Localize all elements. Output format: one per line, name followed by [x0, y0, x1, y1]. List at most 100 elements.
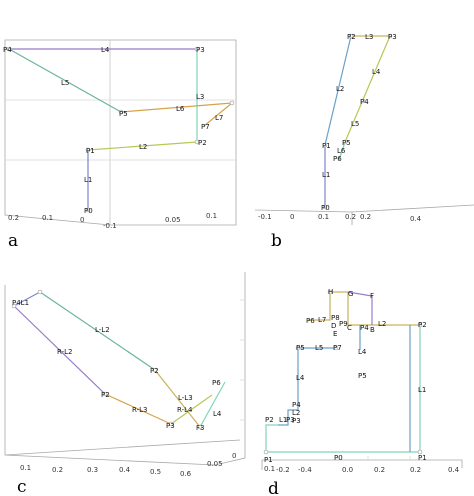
panel-d-segment-label: L1: [418, 386, 426, 394]
panel-a-tick: 0.05: [165, 216, 181, 224]
panel-b-node-marker: [360, 98, 366, 104]
panel-b-L4-line: [344, 35, 391, 143]
panel-d-node-label: P3: [286, 416, 295, 424]
panel-b-node-label: P6: [333, 155, 342, 163]
panel-b-node-label: P1: [322, 142, 331, 150]
panel-a-node-label: P5: [119, 110, 128, 118]
panel-c-node-marker: [37, 289, 43, 295]
panel-b-tick: 0.4: [410, 215, 422, 223]
panel-d-node-label: P5: [358, 372, 367, 380]
panel-c-tick: 0.2: [52, 466, 63, 474]
panel-d-top-box: [347, 291, 373, 325]
panel-c-tick: 0.05: [207, 460, 223, 468]
panel-a-tick: -0.1: [103, 222, 117, 230]
panel-c-right-cluster: P6: [212, 379, 221, 387]
panel-d-node-label: P2: [418, 321, 427, 329]
panel-c-top-cluster: P4L1: [12, 299, 29, 307]
panel-b-segment-label: L1: [322, 171, 330, 179]
panel-d-node-label: P1: [264, 456, 273, 464]
panel-a-node-label: P7: [201, 123, 210, 131]
panel-d-node-marker: [417, 449, 423, 455]
panel-a-node-label: P1: [86, 147, 95, 155]
panel-d-node-label: F: [370, 292, 374, 300]
panel-c-node-label: P2: [150, 367, 159, 375]
panel-c-grid: [240, 299, 245, 421]
panel-c-tick: 0.1: [20, 464, 31, 472]
panel-d-axis-frame: [261, 459, 463, 470]
panel-d-node-marker: [333, 345, 339, 351]
panel-d-node-label: E: [333, 330, 337, 338]
panel-a-node-label: P3: [196, 46, 205, 54]
panel-a-L2-line: [87, 141, 198, 151]
panel-d-tick: 0.2: [410, 466, 421, 474]
panel-a-node-marker: [229, 100, 235, 106]
panel-b-node-marker: [342, 139, 348, 145]
panel-a-node-marker: [194, 139, 200, 145]
panel-a-L5-line: [8, 48, 122, 113]
panel-a-node-marker: [85, 147, 91, 153]
panel-c-node-label: P2: [101, 391, 110, 399]
panel-a-segment-label: L5: [61, 79, 69, 87]
panel-b-node-label: P2: [347, 33, 356, 41]
panel-a-segment-label: L2: [139, 143, 147, 151]
panel-d-segment-label: L4: [358, 348, 367, 356]
panel-d-segment-label: L1: [279, 416, 287, 424]
panel-c-segment-label: R-L3: [132, 406, 147, 414]
panel-b-axis-frame: [254, 204, 474, 225]
panel-b-segment-label: L2: [336, 85, 344, 93]
panel-a-tick: 0.1: [42, 214, 53, 222]
panel-c-R-L4-line: [170, 394, 213, 425]
panel-c-tick: 0: [232, 452, 236, 460]
panel-c-node-marker: [197, 424, 203, 430]
panel-d-segment-label: L5: [315, 344, 323, 352]
panel-c-tick: 0.4: [119, 466, 131, 474]
panel-d-tick: 0.2: [374, 466, 385, 474]
panel-b: P2 P3 P4 P5 P1 P6 P0 L3 L4 L2 L5 L6 L1 -…: [254, 33, 474, 251]
panel-d-label: d: [268, 479, 279, 496]
panel-b-tick: 0: [290, 213, 294, 221]
panel-a: P4 P3 P5 P7 P2 P1 P0 L4 L5 L3 L6 L7 L2 L…: [3, 39, 237, 251]
panel-a-grid: [5, 40, 236, 225]
panel-a-tick: 0: [80, 216, 84, 224]
panel-a-segment-label: L6: [176, 105, 185, 113]
panel-a-node-label: P4: [3, 46, 12, 54]
panel-b-node-marker: [322, 142, 328, 148]
panel-b-node-label: P4: [360, 98, 369, 106]
panel-b-L6-line: [338, 141, 346, 161]
panel-a-node-marker: [6, 46, 12, 52]
panel-b-segment-label: L4: [372, 68, 381, 76]
panel-b-segment-label: L6: [337, 147, 346, 155]
panel-d-node-label: B: [370, 326, 375, 334]
panel-d-L1-frame: [265, 325, 421, 453]
panel-c-segment-label: R-L2: [57, 348, 72, 356]
panel-b-node-label: P5: [342, 139, 351, 147]
panel-c-segment-label: R-L4: [177, 406, 193, 414]
panel-c-segment-label: L4: [213, 410, 222, 418]
panel-d-tick: 0.0: [342, 466, 353, 474]
panel-c-node-label: F3: [196, 424, 204, 432]
panel-d-grid: [337, 456, 411, 460]
panel-c-tick: 0.3: [87, 466, 98, 474]
panel-b-node-marker: [387, 33, 393, 39]
panel-c-L4-line: [199, 381, 226, 428]
panel-d-node-label: P4: [292, 401, 301, 409]
panel-d-node-label: P8: [331, 314, 340, 322]
panel-d-node-marker: [295, 345, 301, 351]
panel-b-node-marker: [348, 33, 354, 39]
panel-a-node-marker: [85, 207, 91, 213]
panel-d-segment-label: L7: [318, 316, 326, 324]
panel-d-inner-frame: [278, 325, 411, 452]
panel-d-segment-label: L2: [292, 409, 300, 417]
panel-c-node-marker: [168, 421, 174, 427]
panel-d: H G F P6 L7 P8 D P9 C P4 B E L2 P2 P5 L5…: [261, 288, 463, 496]
panel-c-node-marker: [11, 303, 17, 309]
panel-b-node-marker: [322, 204, 328, 210]
panel-c-segment-label: L-L2: [95, 326, 110, 334]
panel-b-label: b: [271, 231, 282, 251]
panel-d-segment-label: L4: [296, 374, 305, 382]
panel-d-node-label: C: [347, 324, 352, 332]
panel-c-L-L3-line: [154, 369, 201, 428]
panel-d-node-label: P1: [418, 454, 427, 462]
panel-b-node-label: P3: [388, 33, 397, 41]
